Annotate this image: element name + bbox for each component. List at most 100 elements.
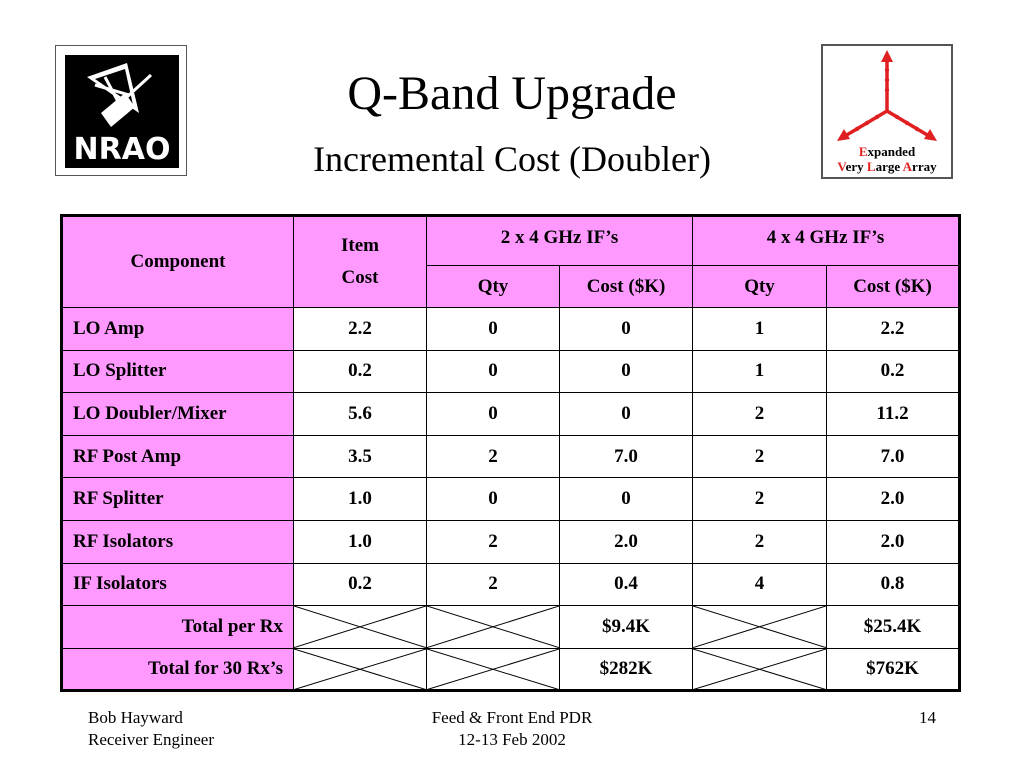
table-row: RF Splitter 1.0 0 0 2 2.0 (61, 477, 961, 521)
row-component: RF Post Amp (61, 434, 294, 479)
footer-role: Receiver Engineer (88, 730, 215, 749)
crossed-out-cell (692, 647, 828, 692)
row-component: LO Doubler/Mixer (61, 392, 294, 436)
header-cost-2: Cost ($K) (826, 265, 961, 308)
slide-title: Q-Band Upgrade (347, 67, 677, 120)
cross-out-icon (693, 606, 826, 648)
evla-word-very: ery (846, 159, 867, 174)
row-cost-4x4: 11.2 (826, 392, 961, 436)
row-cost-4x4: 2.0 (826, 477, 961, 521)
row-cost-2x4: 0 (558, 349, 694, 394)
nrao-telescope-logo-icon: NRAO (74, 63, 171, 167)
row-item-cost: 0.2 (293, 349, 427, 394)
row-cost-4x4: 0.8 (826, 562, 961, 607)
row-cost-2x4: 0 (558, 392, 694, 436)
evla-word-array: rray (912, 159, 937, 174)
header-cost-1: Cost ($K) (558, 265, 694, 308)
row-item-cost: 3.5 (293, 434, 427, 479)
row-component: RF Isolators (61, 519, 294, 564)
cross-out-icon (294, 606, 426, 648)
total-label: Total for 30 Rx’s (61, 647, 294, 692)
header-group-4x4: 4 x 4 GHz IF’s (692, 215, 961, 266)
row-cost-4x4: 2.2 (826, 307, 961, 351)
row-qty-4x4: 1 (692, 349, 828, 394)
cross-out-icon (427, 649, 559, 690)
row-qty-2x4: 0 (426, 349, 560, 394)
row-cost-2x4: 0 (558, 477, 694, 521)
svg-text:Very Large Array: Very Large Array (837, 159, 937, 174)
header-group-2x4: 2 x 4 GHz IF’s (425, 215, 694, 266)
crossed-out-cell (293, 647, 427, 692)
evla-cap-e: E (859, 144, 868, 159)
nrao-logo-text: NRAO (74, 132, 171, 167)
table-row: IF Isolators 0.2 2 0.4 4 0.8 (61, 562, 961, 607)
evla-cap-l: L (867, 159, 876, 174)
row-cost-2x4: 2.0 (558, 519, 694, 564)
total-cost-2x4: $282K (558, 647, 694, 692)
row-qty-4x4: 2 (692, 434, 828, 479)
header-item-cost: Item Cost (293, 215, 427, 308)
row-component: LO Splitter (61, 349, 294, 394)
cross-out-icon (693, 649, 826, 690)
row-qty-2x4: 2 (426, 562, 560, 607)
total-row: Total for 30 Rx’s $282K $762K (61, 647, 961, 692)
crossed-out-cell (293, 605, 427, 649)
row-qty-4x4: 1 (692, 307, 828, 351)
table-row: RF Post Amp 3.5 2 7.0 2 7.0 (61, 434, 961, 479)
row-cost-2x4: 7.0 (558, 434, 694, 479)
footer-author-block: Bob Hayward Receiver Engineer (88, 707, 214, 751)
evla-three-arm-logo-icon: Expanded Very Large Array (837, 50, 937, 174)
crossed-out-cell (426, 605, 560, 649)
header-component: Component (61, 215, 294, 308)
cost-table: Component Item Cost 2 x 4 GHz IF’s 4 x 4… (60, 214, 962, 693)
header-item-cost-line1: Item (341, 235, 379, 256)
row-component: LO Amp (61, 307, 294, 351)
row-item-cost: 2.2 (293, 307, 427, 351)
row-qty-4x4: 4 (692, 562, 828, 607)
cross-out-icon (294, 649, 426, 690)
total-cost-2x4: $9.4K (558, 605, 694, 649)
footer-page-number: 14 (919, 708, 936, 727)
table-row: RF Isolators 1.0 2 2.0 2 2.0 (61, 519, 961, 564)
header-item-cost-line2: Cost (341, 267, 379, 288)
footer-author: Bob Hayward (88, 708, 183, 727)
row-component: RF Splitter (61, 477, 294, 521)
total-label: Total per Rx (61, 605, 294, 649)
row-qty-2x4: 2 (426, 519, 560, 564)
total-row: Total per Rx $9.4K $25.4K (61, 605, 961, 649)
row-qty-4x4: 2 (692, 519, 828, 564)
table-subheader-row: Qty Cost ($K) Qty Cost ($K) (62, 265, 961, 308)
footer-event: Feed & Front End PDR (431, 708, 593, 727)
cross-out-icon (427, 606, 559, 648)
crossed-out-cell (426, 647, 560, 692)
row-qty-2x4: 0 (426, 307, 560, 351)
row-cost-4x4: 7.0 (826, 434, 961, 479)
header-qty-1: Qty (426, 265, 560, 308)
evla-logo: Expanded Very Large Array (821, 44, 953, 179)
row-item-cost: 5.6 (293, 392, 427, 436)
evla-cap-a: A (903, 159, 913, 174)
svg-text:Expanded: Expanded (859, 144, 916, 159)
row-cost-2x4: 0 (558, 307, 694, 351)
slide-subtitle: Incremental Cost (Doubler) (313, 139, 711, 179)
row-qty-2x4: 0 (426, 477, 560, 521)
row-qty-2x4: 2 (426, 434, 560, 479)
table-row: LO Splitter 0.2 0 0 1 0.2 (61, 349, 961, 394)
evla-word-large: arge (876, 159, 903, 174)
row-component: IF Isolators (61, 562, 294, 607)
row-qty-2x4: 0 (426, 392, 560, 436)
evla-word-expanded: xpanded (867, 144, 915, 159)
row-item-cost: 1.0 (293, 477, 427, 521)
table-row: LO Amp 2.2 0 0 1 2.2 (61, 307, 961, 351)
total-cost-4x4: $762K (826, 647, 961, 692)
row-qty-4x4: 2 (692, 392, 828, 436)
nrao-logo: NRAO (55, 45, 187, 176)
table-header-row: Component Item Cost 2 x 4 GHz IF’s 4 x 4… (61, 215, 961, 308)
row-cost-2x4: 0.4 (558, 562, 694, 607)
header-qty-2: Qty (692, 265, 828, 308)
row-item-cost: 1.0 (293, 519, 427, 564)
total-cost-4x4: $25.4K (826, 605, 961, 649)
row-cost-4x4: 0.2 (826, 349, 961, 394)
footer-date: 12-13 Feb 2002 (458, 730, 566, 749)
